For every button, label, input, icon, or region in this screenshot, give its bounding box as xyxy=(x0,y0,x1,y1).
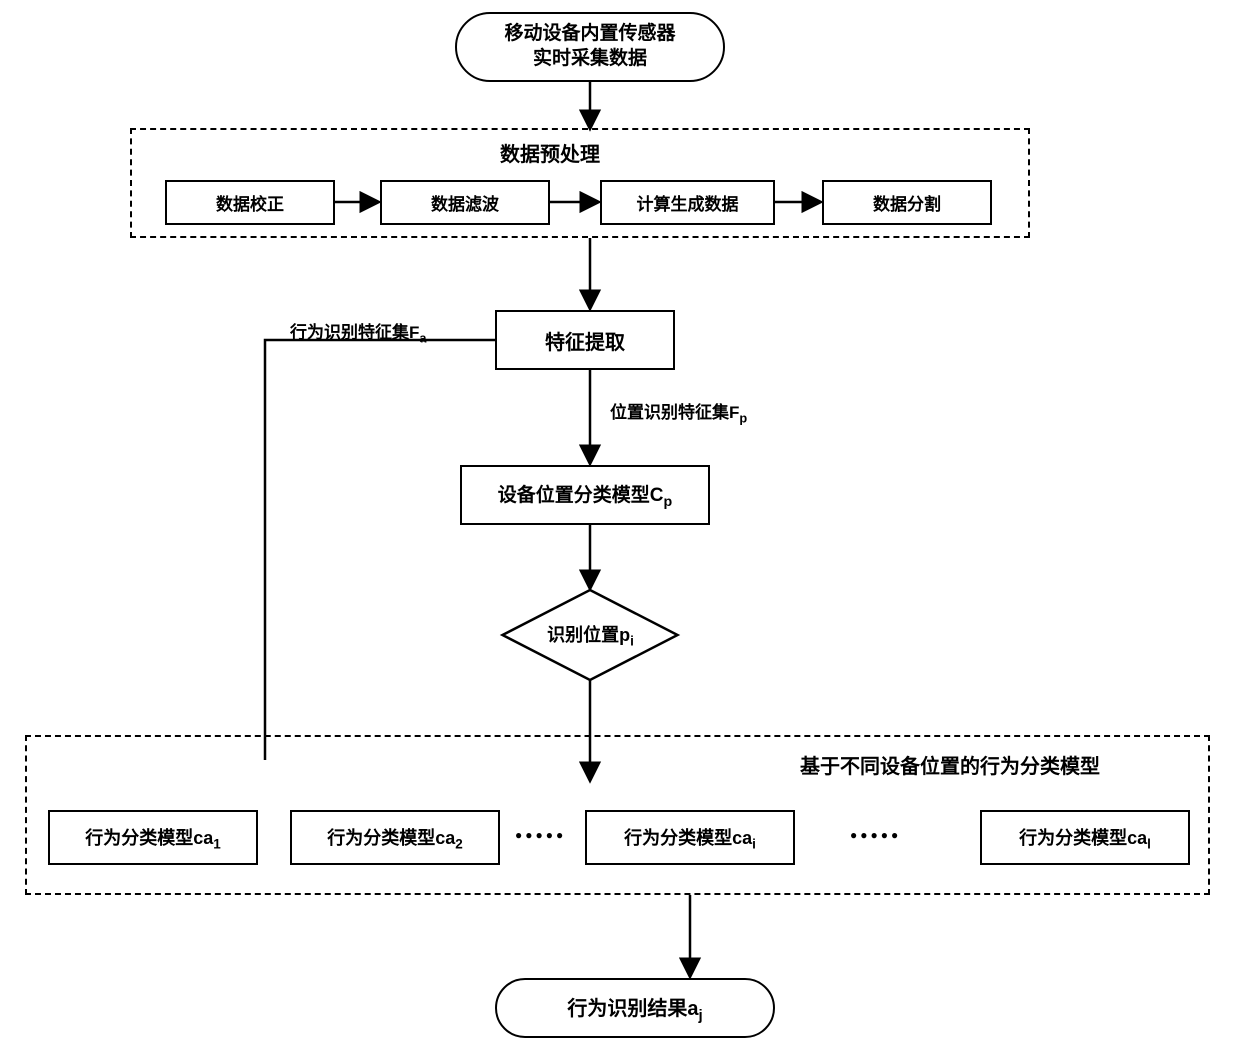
mi-text: 行为分类模型ca xyxy=(624,828,752,848)
model-i-node: 行为分类模型cai xyxy=(585,810,795,865)
decision-label: 识别位置pi xyxy=(498,610,683,660)
fp-sub: p xyxy=(739,410,747,425)
m2-text: 行为分类模型ca xyxy=(327,828,455,848)
pre3-node: 计算生成数据 xyxy=(600,180,775,225)
start-line2: 实时采集数据 xyxy=(504,47,675,72)
mi-sub: i xyxy=(752,836,756,851)
pre4-node: 数据分割 xyxy=(822,180,992,225)
m2-sub: 2 xyxy=(455,836,463,851)
classifier-text: 设备位置分类模型C xyxy=(498,485,664,506)
result-node: 行为识别结果aj xyxy=(495,978,775,1038)
edge-label-fa: 行为识别特征集Fa xyxy=(290,318,426,345)
pre1-node: 数据校正 xyxy=(165,180,335,225)
start-node: 移动设备内置传感器 实时采集数据 xyxy=(455,12,725,82)
m1-sub: 1 xyxy=(213,836,221,851)
model-1-node: 行为分类模型ca1 xyxy=(48,810,258,865)
decision-sub: i xyxy=(630,634,634,649)
start-line1: 移动设备内置传感器 xyxy=(504,22,675,47)
pre2-node: 数据滤波 xyxy=(380,180,550,225)
feature-node: 特征提取 xyxy=(495,310,675,370)
ml-sub: l xyxy=(1147,836,1151,851)
model-2-node: 行为分类模型ca2 xyxy=(290,810,500,865)
fa-sub: a xyxy=(419,330,426,345)
preprocess-title: 数据预处理 xyxy=(500,138,600,167)
models-group-title: 基于不同设备位置的行为分类模型 xyxy=(800,750,1100,779)
fa-text: 行为识别特征集F xyxy=(290,323,419,342)
m1-text: 行为分类模型ca xyxy=(85,828,213,848)
result-sub: j xyxy=(698,1007,702,1024)
model-l-node: 行为分类模型cal xyxy=(980,810,1190,865)
ml-text: 行为分类模型ca xyxy=(1019,828,1147,848)
result-text: 行为识别结果a xyxy=(567,998,698,1020)
dots-1: ●●●●● xyxy=(515,828,566,842)
dots-2: ●●●●● xyxy=(850,828,901,842)
fp-text: 位置识别特征集F xyxy=(610,403,739,422)
edge-label-fp: 位置识别特征集Fp xyxy=(610,398,747,425)
classifier-sub: p xyxy=(664,494,673,510)
decision-text: 识别位置p xyxy=(547,625,630,645)
classifier-node: 设备位置分类模型Cp xyxy=(460,465,710,525)
